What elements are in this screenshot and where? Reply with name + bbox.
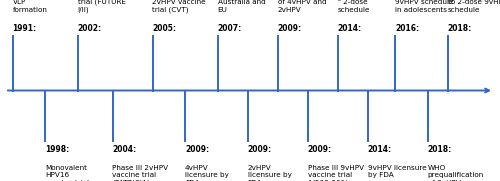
Text: WHO
prequalification
of 9vHPV: WHO prequalification of 9vHPV: [428, 165, 484, 181]
Text: WHO
recommends
ᵃ 2-dose
schedule: WHO recommends ᵃ 2-dose schedule: [338, 0, 384, 13]
Text: 2018:: 2018:: [428, 145, 452, 154]
Text: 2014:: 2014:: [368, 145, 392, 154]
Text: 2018:: 2018:: [448, 24, 472, 33]
Text: 2007:: 2007:: [218, 24, 242, 33]
Text: 2009:: 2009:: [248, 145, 272, 154]
Text: 2009:: 2009:: [308, 145, 332, 154]
Text: 2009:: 2009:: [278, 24, 301, 33]
Text: 2004:: 2004:: [112, 145, 136, 154]
Text: Australia revised
to 2-dose 9vHPV
schedule: Australia revised to 2-dose 9vHPV schedu…: [448, 0, 500, 13]
Text: 2016:: 2016:: [395, 24, 419, 33]
Text: 9vHPV licensure
by FDA: 9vHPV licensure by FDA: [368, 165, 426, 178]
Text: Phase III
2vHPV vaccine
trial (CVT): Phase III 2vHPV vaccine trial (CVT): [152, 0, 206, 13]
Text: 2vHPV
licensure by
FDA: 2vHPV licensure by FDA: [248, 165, 292, 181]
Text: 2002:: 2002:: [78, 24, 102, 33]
Text: Phase III 2vHPV
vaccine trial
(PATRICIA): Phase III 2vHPV vaccine trial (PATRICIA): [112, 165, 168, 181]
Text: 4vHPV
licensure by
FDA: 4vHPV licensure by FDA: [185, 165, 229, 181]
Text: 2009:: 2009:: [185, 145, 209, 154]
Text: 2vHPV
licensure by
Australia and
EU: 2vHPV licensure by Australia and EU: [218, 0, 265, 13]
Text: Phase III
4vHPV vaccine
trial (FUTURE
I/II): Phase III 4vHPV vaccine trial (FUTURE I/…: [78, 0, 131, 13]
Text: 1998:: 1998:: [45, 145, 69, 154]
Text: ᵇ Data on 2-dose
9vHPV schedule
in adolescents: ᵇ Data on 2-dose 9vHPV schedule in adole…: [395, 0, 456, 13]
Text: 1991:: 1991:: [12, 24, 36, 33]
Text: 2005:: 2005:: [152, 24, 176, 33]
Text: 2014:: 2014:: [338, 24, 361, 33]
Text: L1 and L2
VLP
formation: L1 and L2 VLP formation: [12, 0, 48, 13]
Text: Monovalent
HPV16
vaccine trial: Monovalent HPV16 vaccine trial: [45, 165, 89, 181]
Text: WHO
prequalification
of 4vHPV and
2vHPV: WHO prequalification of 4vHPV and 2vHPV: [278, 0, 334, 13]
Text: Phase III 9vHPV
vaccine trial
(V503-001): Phase III 9vHPV vaccine trial (V503-001): [308, 165, 364, 181]
